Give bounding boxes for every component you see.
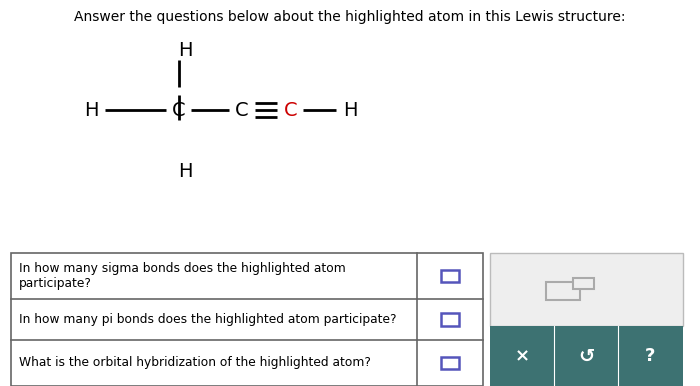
Bar [573,278,594,290]
Text: ?: ? [645,347,656,365]
Bar [547,282,580,300]
Text: C: C [284,100,298,120]
Text: H: H [178,41,192,60]
Text: H: H [343,100,357,120]
Bar [490,253,682,326]
Text: H: H [178,162,192,181]
Text: In how many pi bonds does the highlighted atom participate?: In how many pi bonds does the highlighte… [19,313,396,326]
Text: C: C [234,100,248,120]
Bar [10,253,483,386]
Text: ×: × [514,347,530,365]
Bar [441,357,458,369]
Bar [490,326,682,386]
Text: H: H [84,100,98,120]
Text: ↺: ↺ [578,347,594,366]
Text: What is the orbital hybridization of the highlighted atom?: What is the orbital hybridization of the… [19,356,371,369]
Bar [441,313,458,326]
Text: In how many sigma bonds does the highlighted atom
participate?: In how many sigma bonds does the highlig… [19,262,346,290]
Bar [441,270,458,282]
Text: C: C [172,100,186,120]
Text: Answer the questions below about the highlighted atom in this Lewis structure:: Answer the questions below about the hig… [74,10,626,24]
